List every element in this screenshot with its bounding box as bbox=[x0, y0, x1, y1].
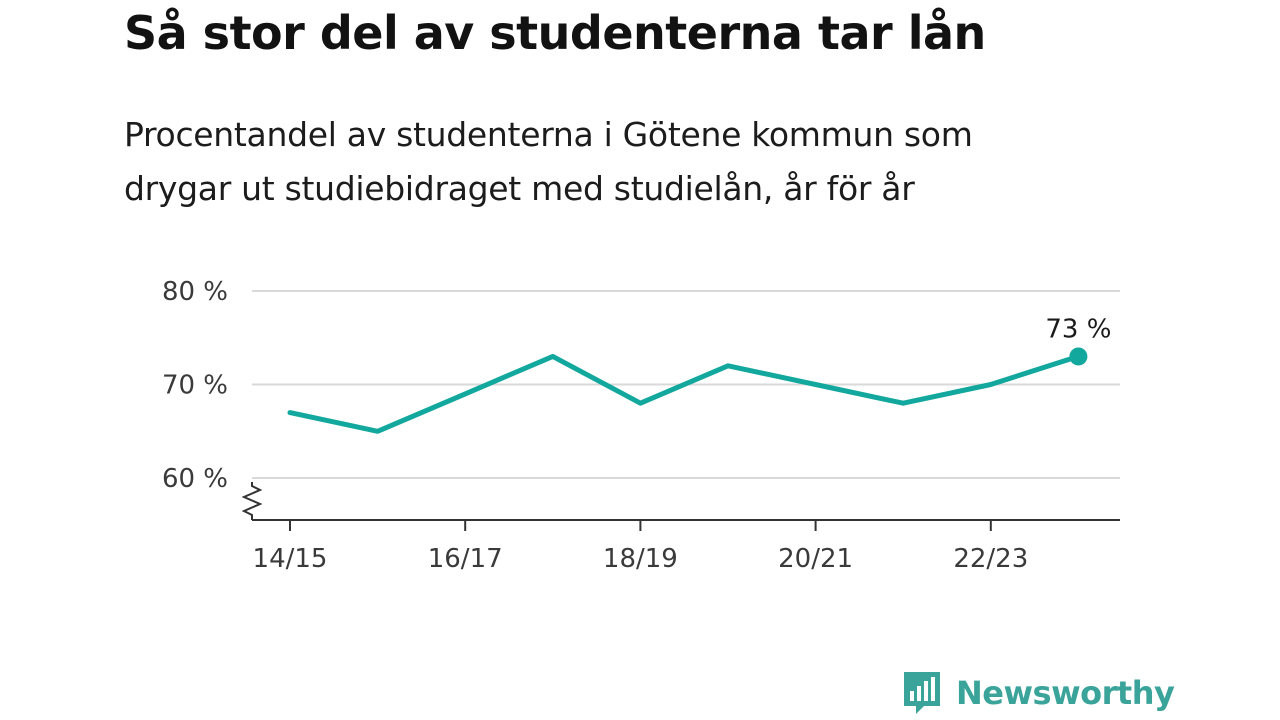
subtitle-line-2: drygar ut studiebidraget med studielån, … bbox=[124, 169, 915, 208]
series: 73 % bbox=[287, 314, 1111, 434]
x-tick-label: 22/23 bbox=[953, 544, 1028, 574]
x-tick-label: 18/19 bbox=[603, 544, 678, 574]
x-tick-label: 20/21 bbox=[778, 544, 853, 574]
x-tick-label: 16/17 bbox=[428, 544, 503, 574]
newsworthy-chart-bubble-icon bbox=[904, 672, 940, 714]
subtitle-line-1: Procentandel av studenterna i Götene kom… bbox=[124, 115, 973, 154]
chart-subtitle: Procentandel av studenterna i Götene kom… bbox=[124, 108, 1124, 216]
axis-break-icon bbox=[241, 482, 263, 520]
y-tick-label: 60 % bbox=[162, 464, 228, 494]
series-line bbox=[287, 353, 1081, 434]
x-tick-label: 14/15 bbox=[253, 544, 328, 574]
last-point-marker bbox=[1069, 347, 1088, 366]
newsworthy-logo: Newsworthy bbox=[902, 670, 1175, 716]
y-tick-label: 80 % bbox=[162, 277, 228, 307]
line-chart: 60 % 70 % 80 % 14/15 16/17 18/19 20/21 22/23 7… bbox=[162, 277, 1120, 574]
x-axis: 14/15 16/17 18/19 20/21 22/23 bbox=[241, 482, 1120, 574]
y-axis-tick-labels: 60 % 70 % 80 % bbox=[162, 277, 228, 494]
logo-text: Newsworthy bbox=[956, 674, 1175, 712]
y-tick-label: 70 % bbox=[162, 371, 228, 401]
chart-title: Så stor del av studenterna tar lån bbox=[124, 6, 986, 60]
last-value-label: 73 % bbox=[1045, 314, 1111, 344]
